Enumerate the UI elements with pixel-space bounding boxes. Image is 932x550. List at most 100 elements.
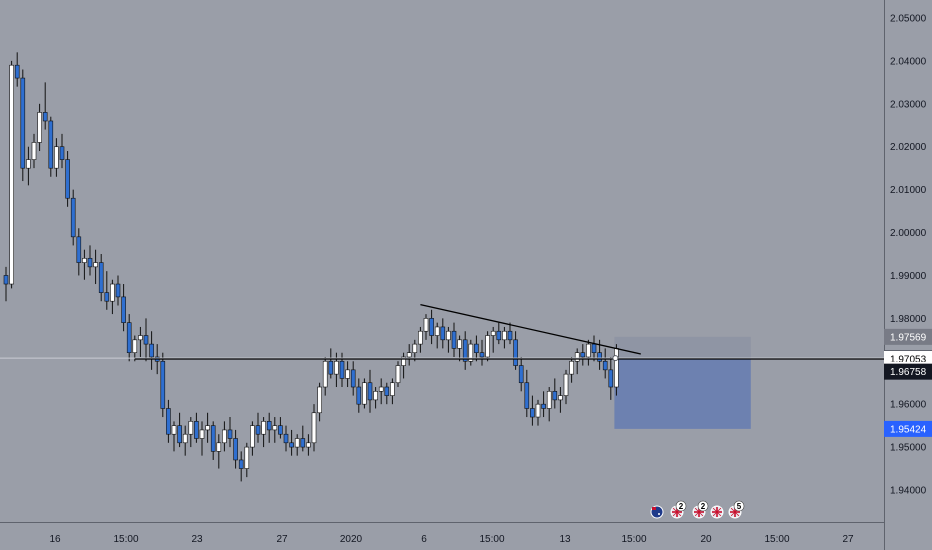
candle-down xyxy=(3,275,9,285)
y-tick-label: 2.04000 xyxy=(890,56,927,67)
flag-uk-icon[interactable]: 5 xyxy=(728,500,745,519)
candle-down xyxy=(339,360,345,379)
candle-up xyxy=(378,386,384,392)
candle-up xyxy=(468,343,474,362)
candle-up xyxy=(311,412,317,444)
candle-down xyxy=(462,339,468,362)
candle-down xyxy=(126,322,132,353)
plot-background xyxy=(0,0,884,522)
candle-down xyxy=(59,146,65,160)
candle-down xyxy=(608,369,614,388)
candle-up xyxy=(250,425,255,448)
candle-up xyxy=(418,330,423,345)
candle-up xyxy=(569,360,574,375)
candle-down xyxy=(429,318,434,336)
x-tick-label: 16 xyxy=(49,534,61,545)
candle-down xyxy=(283,433,289,444)
price-labels: 1.975691.970731.9705302:33:161.967581.95… xyxy=(884,328,932,437)
target-zone[interactable] xyxy=(614,358,751,429)
candle-down xyxy=(474,343,479,353)
candle-up xyxy=(406,352,412,358)
candle-up xyxy=(412,343,418,353)
y-tick-label: 2.05000 xyxy=(890,14,927,25)
candle-up xyxy=(395,365,401,384)
x-tick-label: 15:00 xyxy=(113,534,138,545)
candle-up xyxy=(373,391,378,401)
candle-down xyxy=(20,77,26,169)
candle-down xyxy=(87,257,93,268)
entry-handle[interactable] xyxy=(612,355,619,362)
candle-up xyxy=(362,382,367,405)
y-tick-label: 2.03000 xyxy=(890,99,927,110)
candle-down xyxy=(580,352,586,358)
candle-up xyxy=(390,382,395,396)
price-axis[interactable] xyxy=(884,0,932,550)
candle-down xyxy=(384,386,390,396)
candle-down xyxy=(513,339,518,366)
candle-up xyxy=(110,283,115,302)
candle-up xyxy=(322,360,328,388)
candle-down xyxy=(121,296,126,323)
x-tick-label: 23 xyxy=(191,534,203,545)
time-axis[interactable] xyxy=(0,522,884,550)
y-tick-label: 2.00000 xyxy=(890,228,927,239)
event-count-badge xyxy=(675,500,687,512)
x-tick-label: 6 xyxy=(421,534,427,545)
flag-uk-icon[interactable]: 2 xyxy=(670,500,687,519)
candle-up xyxy=(54,146,59,169)
position-box[interactable] xyxy=(614,336,751,429)
candle-up xyxy=(457,339,462,349)
flag-au-icon[interactable] xyxy=(650,505,664,519)
price-label: 1.96758 xyxy=(884,363,932,380)
candle-up xyxy=(334,360,339,375)
candle-down xyxy=(227,429,233,439)
candle-down xyxy=(104,292,110,302)
x-tick-label: 27 xyxy=(276,534,288,545)
candle-up xyxy=(306,442,311,448)
svg-text:1.97053: 1.97053 xyxy=(890,354,927,365)
candle-down xyxy=(194,421,199,439)
candle-down xyxy=(233,438,238,461)
candle-up xyxy=(261,421,266,435)
candle-down xyxy=(266,421,272,431)
svg-text:1.97569: 1.97569 xyxy=(890,332,927,343)
candle-up xyxy=(546,391,552,409)
candle-down xyxy=(14,64,20,79)
trendline[interactable] xyxy=(420,303,641,355)
candle-down xyxy=(300,438,306,448)
candle-up xyxy=(93,262,98,268)
candle-up xyxy=(272,425,278,431)
candle-up xyxy=(244,446,250,469)
x-tick-label: 2020 xyxy=(340,534,363,545)
candle-up xyxy=(138,335,143,341)
candle-down xyxy=(591,343,597,353)
candle-down xyxy=(496,330,502,341)
candle-down xyxy=(48,120,54,169)
candle-up xyxy=(446,330,451,341)
candle-down xyxy=(530,408,535,418)
candle-down xyxy=(70,197,76,238)
drawn-lines[interactable] xyxy=(0,303,884,362)
candle-up xyxy=(423,318,429,332)
candle-down xyxy=(278,425,283,435)
candle-down xyxy=(440,326,446,341)
candle-down xyxy=(210,425,216,452)
candle-up xyxy=(26,159,31,169)
candle-up xyxy=(294,438,300,448)
x-tick-labels: 16 15:00 23 27 2020 6 15:00 13 15:00 20 15:00 27 xyxy=(49,534,854,545)
candle-up xyxy=(9,64,14,285)
event-markers[interactable]: 2 2 5 xyxy=(650,500,745,519)
y-tick-label: 1.98000 xyxy=(890,314,927,325)
candle-down xyxy=(166,408,171,435)
stop-zone[interactable] xyxy=(614,336,751,359)
candle-up xyxy=(222,429,227,444)
candle-down xyxy=(552,391,558,401)
candle-down xyxy=(524,382,530,409)
candle-down xyxy=(42,112,48,122)
flag-uk-icon[interactable] xyxy=(710,505,724,519)
candle-up xyxy=(182,433,188,444)
flag-uk-icon[interactable]: 2 xyxy=(692,500,709,519)
candle-up xyxy=(205,425,210,431)
candle-up xyxy=(614,348,619,388)
